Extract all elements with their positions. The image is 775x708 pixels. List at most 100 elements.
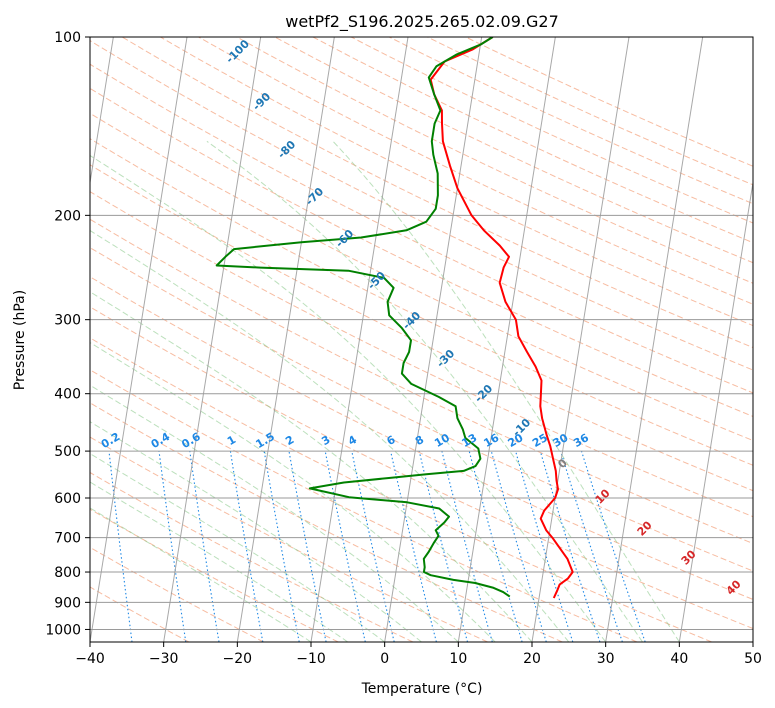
isotherm-line (163, 37, 262, 642)
mixing-ratio-line (288, 451, 327, 642)
isotherm-line (457, 37, 556, 642)
moist-adiabat-line (90, 507, 312, 642)
x-tick-label: −10 (296, 651, 326, 667)
dry-adiabat-label: -90 (250, 90, 273, 113)
moist-adiabat-line (332, 140, 680, 642)
dry-adiabat-line (90, 276, 753, 600)
y-axis: 100 200 300 400 500 600 700 800 900 1000 (45, 30, 90, 638)
dry-adiabat-line (465, 37, 753, 167)
mixing-ratio-line (468, 450, 523, 642)
dry-adiabat-label: 30 (679, 547, 699, 567)
dry-adiabat-line (90, 306, 753, 630)
isotherm-line (605, 37, 704, 642)
dry-adiabat-label: -60 (333, 227, 356, 250)
moist-adiabat-line (90, 154, 607, 642)
isotherm-line (678, 179, 753, 642)
dry-adiabat-line (90, 369, 638, 642)
sounding-profiles (215, 37, 574, 599)
y-tick-label: 1000 (45, 622, 81, 638)
moist-adiabat-line (90, 481, 349, 642)
isotherm-line (310, 37, 409, 642)
dry-adiabat-line (90, 164, 753, 492)
mixing-ratio-line (324, 450, 366, 642)
y-tick-label: 500 (54, 444, 81, 460)
dry-adiabat-line (198, 37, 753, 305)
dry-adiabat-line (160, 37, 753, 327)
isotherm-line (384, 37, 483, 642)
mixing-ratio-line (351, 450, 395, 642)
mixing-ratio-lines (108, 450, 646, 642)
dry-adiabat-line (312, 37, 753, 244)
dewpoint-line (215, 37, 511, 598)
x-tick-label: −40 (75, 651, 105, 667)
dry-adiabat-line (121, 37, 753, 349)
y-tick-label: 200 (54, 208, 81, 224)
isotherm-gridlines (90, 37, 753, 642)
dry-adiabat-line (274, 37, 753, 264)
mixing-ratio-label: 0.4 (149, 430, 173, 451)
plot-area: -100-90-80-70-60-50-40-30-20-10010203040… (90, 37, 753, 642)
isotherm-line (90, 37, 114, 186)
mixing-ratio-line (418, 450, 469, 642)
mixing-ratio-label: 6 (385, 433, 398, 448)
x-tick-label: 10 (449, 651, 467, 667)
dry-adiabat-label: -70 (303, 185, 326, 208)
x-tick-label: 30 (597, 651, 615, 667)
dry-adiabat-label: 20 (635, 518, 655, 538)
mixing-ratio-line (490, 450, 547, 642)
y-tick-label: 100 (54, 30, 81, 46)
isotherm-line (90, 37, 188, 642)
mixing-ratio-label: 0.2 (99, 430, 122, 451)
mixing-ratio-line (539, 450, 601, 642)
dry-adiabat-label: -100 (223, 37, 252, 66)
dry-adiabat-line (90, 63, 753, 394)
y-axis-title: Pressure (hPa) (12, 290, 28, 390)
isotherm-line (752, 638, 753, 642)
mixing-ratio-label: 0.6 (179, 430, 203, 451)
x-tick-label: −30 (149, 651, 179, 667)
y-tick-label: 400 (54, 387, 81, 403)
y-tick-label: 900 (54, 595, 81, 611)
isotherm-line (236, 37, 335, 642)
mixing-ratio-label: 4 (346, 433, 359, 448)
dry-adiabats (90, 37, 753, 642)
x-tick-label: 40 (670, 651, 688, 667)
x-tick-label: 0 (380, 651, 389, 667)
dry-adiabat-line (90, 508, 339, 642)
dry-adiabat-line (90, 337, 712, 642)
mixing-ratio-line (580, 450, 646, 642)
x-tick-label: 20 (523, 651, 541, 667)
dry-adiabat-label: -50 (365, 269, 388, 292)
y-tick-label: 300 (54, 313, 81, 329)
dry-adiabat-line (90, 87, 753, 418)
y-tick-label: 700 (54, 531, 81, 547)
x-axis: −40 −30 −20 −10 0 10 20 30 40 50 (75, 642, 762, 667)
dry-adiabat-line (90, 402, 563, 642)
dry-adiabat-line (90, 138, 753, 466)
mixing-ratio-line (560, 450, 623, 642)
mixing-ratio-line (229, 451, 264, 642)
dry-adiabat-line (90, 191, 753, 518)
dry-adiabat-line (90, 112, 753, 442)
mixing-ratio-line (263, 451, 300, 642)
dry-adiabat-line (90, 436, 488, 642)
isobar-gridlines (90, 37, 753, 630)
mixing-ratio-label: 30 (551, 431, 571, 450)
temperature-line (429, 37, 574, 599)
x-axis-title: Temperature (°C) (361, 681, 483, 697)
dry-adiabat-line (90, 546, 264, 642)
mixing-ratio-line (158, 451, 187, 642)
dry-adiabat-line (90, 586, 190, 642)
dry-adiabat-label: -30 (434, 347, 457, 370)
dry-adiabat-line (90, 218, 753, 545)
x-tick-label: 50 (744, 651, 762, 667)
mixing-ratio-label: 3 (319, 433, 332, 448)
dry-adiabat-line (90, 247, 753, 572)
plot-frame (89, 36, 754, 643)
dry-adiabat-line (389, 37, 753, 205)
isotherm-line (531, 37, 630, 642)
adiabat-labels: -100-90-80-70-60-50-40-30-20-10010203040… (99, 37, 744, 598)
mixing-ratio-line (189, 451, 220, 642)
dry-adiabat-line (90, 40, 753, 371)
